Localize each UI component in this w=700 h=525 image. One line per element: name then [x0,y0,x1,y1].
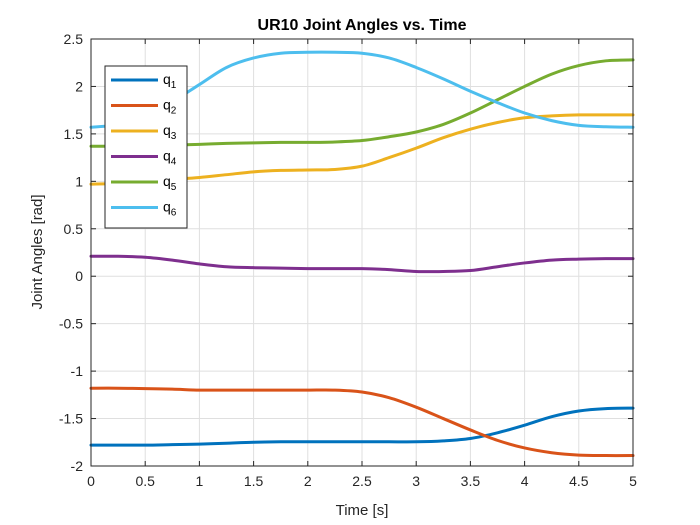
legend-label-q5: q5 [163,173,177,193]
x-tick-label: 0 [87,473,95,489]
y-tick-label: 2.5 [64,31,84,47]
legend-box [104,65,188,229]
legend-label-q1: q1 [163,71,177,91]
y-tick-label: 2 [75,78,83,94]
y-tick-label: -0.5 [59,316,83,332]
chart-title: UR10 Joint Angles vs. Time [258,17,467,34]
y-tick-label: 0.5 [64,221,84,237]
x-tick-label: 2 [304,473,312,489]
x-tick-label: 3 [412,473,420,489]
x-tick-label: 1.5 [244,473,264,489]
legend-label-q6: q6 [163,199,177,219]
x-axis-label: Time [s] [336,502,389,519]
x-tick-label: 4.5 [569,473,589,489]
series-line-q4 [89,254,635,274]
y-tick-label: -2 [71,458,84,474]
y-tick-label: 0 [75,268,83,284]
x-tick-label: 3.5 [461,473,481,489]
legend-label-q3: q3 [163,122,177,142]
x-tick-label: 2.5 [352,473,372,489]
y-tick-label: 1 [75,173,83,189]
legend-label-q2: q2 [163,97,177,117]
x-tick-label: 1 [196,473,204,489]
y-tick-label: -1.5 [59,411,83,427]
y-tick-label: 1.5 [64,126,84,142]
axis-ticks: 0 0.5 1 1.5 2 2.5 3 3.5 4 4.5 5 -2 -1.5 -1 -0.5 0 0.5 1 1.… [59,31,637,489]
series-line-q2 [89,386,635,458]
x-tick-label: 5 [629,473,637,489]
y-tick-label: -1 [71,363,84,379]
x-tick-label: 0.5 [135,473,155,489]
legend: q1 q2 q3 q4 q5 q6 [104,65,188,229]
legend-label-q4: q4 [163,148,177,168]
x-tick-label: 4 [521,473,529,489]
series-line-q1 [89,406,635,447]
y-axis-label: Joint Angles [rad] [29,194,46,309]
